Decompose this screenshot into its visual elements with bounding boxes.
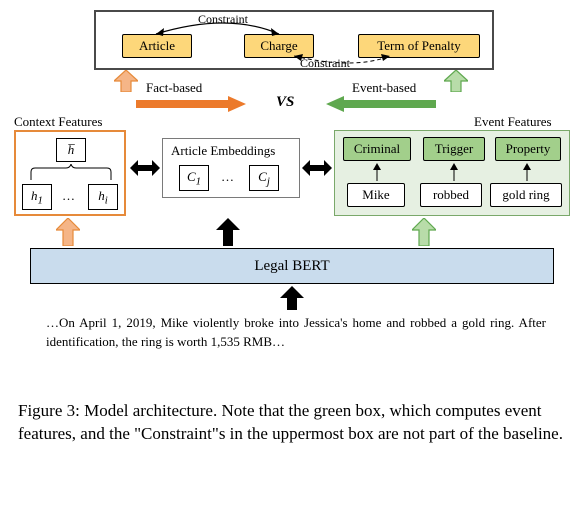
arrow-up-context	[56, 218, 80, 246]
label-constraint2: Constraint	[300, 56, 350, 71]
label-constraint1: Constraint	[198, 12, 248, 27]
box-criminal: Criminal	[343, 137, 411, 161]
label-dots-c: …	[221, 169, 234, 185]
arrow-orange-right	[136, 96, 246, 112]
arrow-up-article	[216, 218, 240, 246]
box-c1: C1	[179, 165, 209, 191]
arrow-small-2	[448, 163, 460, 181]
label-charge: Charge	[260, 38, 297, 54]
label-criminal: Criminal	[354, 141, 400, 157]
arrow-double-left	[130, 158, 160, 178]
label-gold-ring: gold ring	[502, 187, 549, 203]
arrow-green-left	[326, 96, 436, 112]
box-mike: Mike	[347, 183, 405, 207]
arrow-small-3	[521, 163, 533, 181]
label-c1: C1	[187, 169, 201, 188]
arrow-up-event	[412, 218, 436, 246]
arrow-small-1	[371, 163, 383, 181]
panel-event-features: Criminal Trigger Property Mike robbed go…	[334, 130, 570, 216]
label-hi: hi	[98, 188, 108, 207]
top-panel: Article Charge Term of Penalty Constrain…	[94, 10, 494, 70]
label-trigger: Trigger	[435, 141, 474, 157]
figure-caption: Figure 3: Model architecture. Note that …	[14, 388, 572, 446]
label-fact-based: Fact-based	[146, 80, 202, 96]
box-charge: Charge	[244, 34, 314, 58]
label-property: Property	[506, 141, 551, 157]
label-robbed: robbed	[433, 187, 469, 203]
label-cj: Cj	[258, 169, 270, 188]
arrow-up-input	[280, 286, 304, 310]
panel-article-embeddings: Article Embeddings C1 … Cj	[162, 138, 300, 198]
label-dots-h: …	[62, 188, 75, 204]
box-article: Article	[122, 34, 192, 58]
label-vs: VS	[276, 94, 294, 111]
input-text: …On April 1, 2019, Mike violently broke …	[46, 314, 546, 352]
bracket	[26, 164, 116, 182]
label-h1: h1	[31, 188, 43, 207]
box-h1: h1	[22, 184, 52, 210]
label-legal-bert: Legal BERT	[254, 258, 329, 275]
arrow-double-right	[302, 158, 332, 178]
label-hbar: h̅	[68, 142, 75, 158]
model-architecture-diagram: Article Charge Term of Penalty Constrain…	[14, 8, 572, 388]
box-gold-ring: gold ring	[490, 183, 562, 207]
panel-context-features: h̅ h1 … hi	[14, 130, 126, 216]
box-hi: hi	[88, 184, 118, 210]
label-penalty: Term of Penalty	[377, 38, 461, 54]
box-legal-bert: Legal BERT	[30, 248, 554, 284]
title-article-embeddings: Article Embeddings	[171, 143, 275, 159]
title-context-features: Context Features	[14, 114, 102, 130]
box-robbed: robbed	[420, 183, 482, 207]
label-event-based: Event-based	[352, 80, 416, 96]
arrow-up-right-top	[444, 70, 468, 92]
box-cj: Cj	[249, 165, 279, 191]
label-mike: Mike	[362, 187, 389, 203]
arrow-up-left-top	[114, 70, 138, 92]
box-penalty: Term of Penalty	[358, 34, 480, 58]
title-event-features: Event Features	[474, 114, 552, 130]
box-hbar: h̅	[56, 138, 86, 162]
label-article: Article	[139, 38, 175, 54]
box-trigger: Trigger	[423, 137, 485, 161]
box-property: Property	[495, 137, 561, 161]
